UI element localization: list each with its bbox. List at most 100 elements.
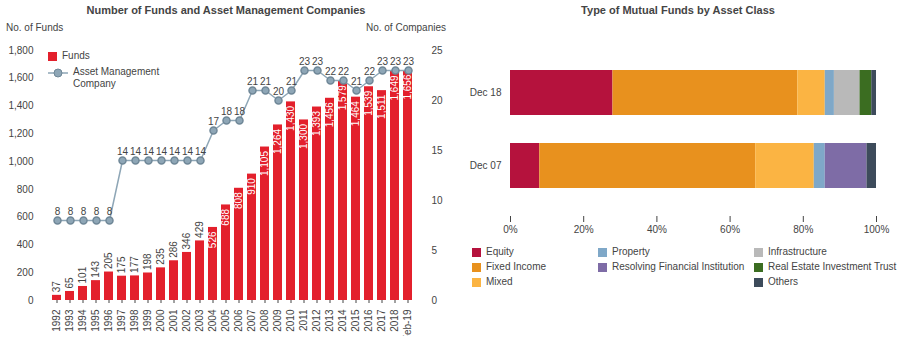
svg-text:14: 14 xyxy=(130,146,142,157)
svg-text:198: 198 xyxy=(142,253,153,270)
svg-text:600: 600 xyxy=(17,211,34,222)
svg-text:20: 20 xyxy=(432,95,444,106)
svg-text:25: 25 xyxy=(432,45,444,56)
svg-text:429: 429 xyxy=(194,221,205,238)
svg-text:17: 17 xyxy=(208,116,220,127)
svg-text:808: 808 xyxy=(233,192,244,209)
svg-text:100%: 100% xyxy=(864,224,890,235)
svg-text:22: 22 xyxy=(338,66,350,77)
svg-text:21: 21 xyxy=(247,76,259,87)
svg-text:23: 23 xyxy=(377,56,389,67)
svg-text:2007: 2007 xyxy=(246,309,257,332)
svg-text:2002: 2002 xyxy=(181,309,192,332)
svg-text:8: 8 xyxy=(81,206,87,217)
svg-text:37: 37 xyxy=(51,281,62,293)
svg-text:23: 23 xyxy=(312,56,324,67)
svg-text:1,600: 1,600 xyxy=(8,72,33,83)
svg-text:14: 14 xyxy=(182,146,194,157)
svg-text:0%: 0% xyxy=(503,224,518,235)
svg-text:10: 10 xyxy=(432,195,444,206)
svg-text:2018: 2018 xyxy=(389,309,400,332)
svg-text:18: 18 xyxy=(221,106,233,117)
svg-text:20: 20 xyxy=(273,86,285,97)
svg-text:20%: 20% xyxy=(574,224,594,235)
svg-text:8: 8 xyxy=(107,206,113,217)
svg-text:65: 65 xyxy=(64,277,75,289)
svg-text:235: 235 xyxy=(155,248,166,265)
svg-text:1,800: 1,800 xyxy=(8,45,33,56)
svg-text:23: 23 xyxy=(390,56,402,67)
svg-text:8: 8 xyxy=(94,206,100,217)
svg-text:80%: 80% xyxy=(793,224,813,235)
svg-text:15: 15 xyxy=(432,145,444,156)
svg-text:60%: 60% xyxy=(720,224,740,235)
svg-text:1,539: 1,539 xyxy=(363,90,374,115)
svg-text:1,649: 1,649 xyxy=(389,75,400,100)
svg-text:2004: 2004 xyxy=(207,309,218,332)
svg-text:2014: 2014 xyxy=(337,309,348,332)
svg-text:2010: 2010 xyxy=(285,309,296,332)
svg-text:101: 101 xyxy=(77,266,88,283)
svg-text:8: 8 xyxy=(68,206,74,217)
svg-text:205: 205 xyxy=(103,252,114,269)
svg-text:2008: 2008 xyxy=(259,309,270,332)
svg-text:143: 143 xyxy=(90,261,101,278)
svg-text:Dec 18: Dec 18 xyxy=(470,87,502,98)
svg-text:21: 21 xyxy=(260,76,272,87)
svg-text:1,300: 1,300 xyxy=(298,124,309,149)
svg-text:14: 14 xyxy=(156,146,168,157)
svg-text:40%: 40% xyxy=(647,224,667,235)
svg-text:0: 0 xyxy=(432,295,438,306)
svg-text:1,464: 1,464 xyxy=(350,101,361,126)
svg-text:2000: 2000 xyxy=(155,309,166,332)
svg-text:Feb-19: Feb-19 xyxy=(402,309,413,336)
svg-text:1,456: 1,456 xyxy=(324,102,335,127)
svg-text:8: 8 xyxy=(55,206,61,217)
svg-text:2013: 2013 xyxy=(324,309,335,332)
svg-text:2011: 2011 xyxy=(298,309,309,331)
svg-text:200: 200 xyxy=(17,267,34,278)
svg-text:1998: 1998 xyxy=(129,309,140,332)
svg-text:2017: 2017 xyxy=(376,309,387,332)
svg-text:23: 23 xyxy=(403,56,415,67)
svg-text:910: 910 xyxy=(246,178,257,195)
svg-text:2003: 2003 xyxy=(194,309,205,332)
svg-text:21: 21 xyxy=(351,76,363,87)
svg-text:1992: 1992 xyxy=(51,309,62,332)
svg-text:14: 14 xyxy=(117,146,129,157)
svg-text:346: 346 xyxy=(181,232,192,249)
svg-text:2006: 2006 xyxy=(233,309,244,332)
svg-text:22: 22 xyxy=(364,66,376,77)
svg-text:1,430: 1,430 xyxy=(285,105,296,130)
svg-text:286: 286 xyxy=(168,241,179,258)
svg-text:Dec 07: Dec 07 xyxy=(470,160,502,171)
svg-text:2012: 2012 xyxy=(311,309,322,332)
svg-text:1993: 1993 xyxy=(64,309,75,332)
svg-text:1,656: 1,656 xyxy=(402,74,413,99)
svg-text:1997: 1997 xyxy=(116,309,127,332)
svg-text:2009: 2009 xyxy=(272,309,283,332)
svg-text:2015: 2015 xyxy=(350,309,361,332)
svg-text:14: 14 xyxy=(195,146,207,157)
svg-text:14: 14 xyxy=(143,146,155,157)
svg-text:688: 688 xyxy=(220,209,231,226)
svg-text:23: 23 xyxy=(299,56,311,67)
svg-text:1,264: 1,264 xyxy=(272,129,283,154)
svg-text:1995: 1995 xyxy=(90,309,101,332)
svg-text:526: 526 xyxy=(207,231,218,248)
svg-text:1,511: 1,511 xyxy=(376,94,387,119)
svg-text:175: 175 xyxy=(116,256,127,273)
svg-text:2005: 2005 xyxy=(220,309,231,332)
svg-text:1,000: 1,000 xyxy=(8,156,33,167)
svg-text:18: 18 xyxy=(234,106,246,117)
svg-text:1,200: 1,200 xyxy=(8,128,33,139)
svg-text:5: 5 xyxy=(432,245,438,256)
svg-text:177: 177 xyxy=(129,256,140,273)
svg-text:800: 800 xyxy=(17,184,34,195)
svg-text:1994: 1994 xyxy=(77,309,88,332)
svg-text:1,400: 1,400 xyxy=(8,100,33,111)
svg-text:1999: 1999 xyxy=(142,309,153,332)
svg-text:1,393: 1,393 xyxy=(311,111,322,136)
svg-text:1,105: 1,105 xyxy=(259,151,270,176)
svg-text:2016: 2016 xyxy=(363,309,374,332)
